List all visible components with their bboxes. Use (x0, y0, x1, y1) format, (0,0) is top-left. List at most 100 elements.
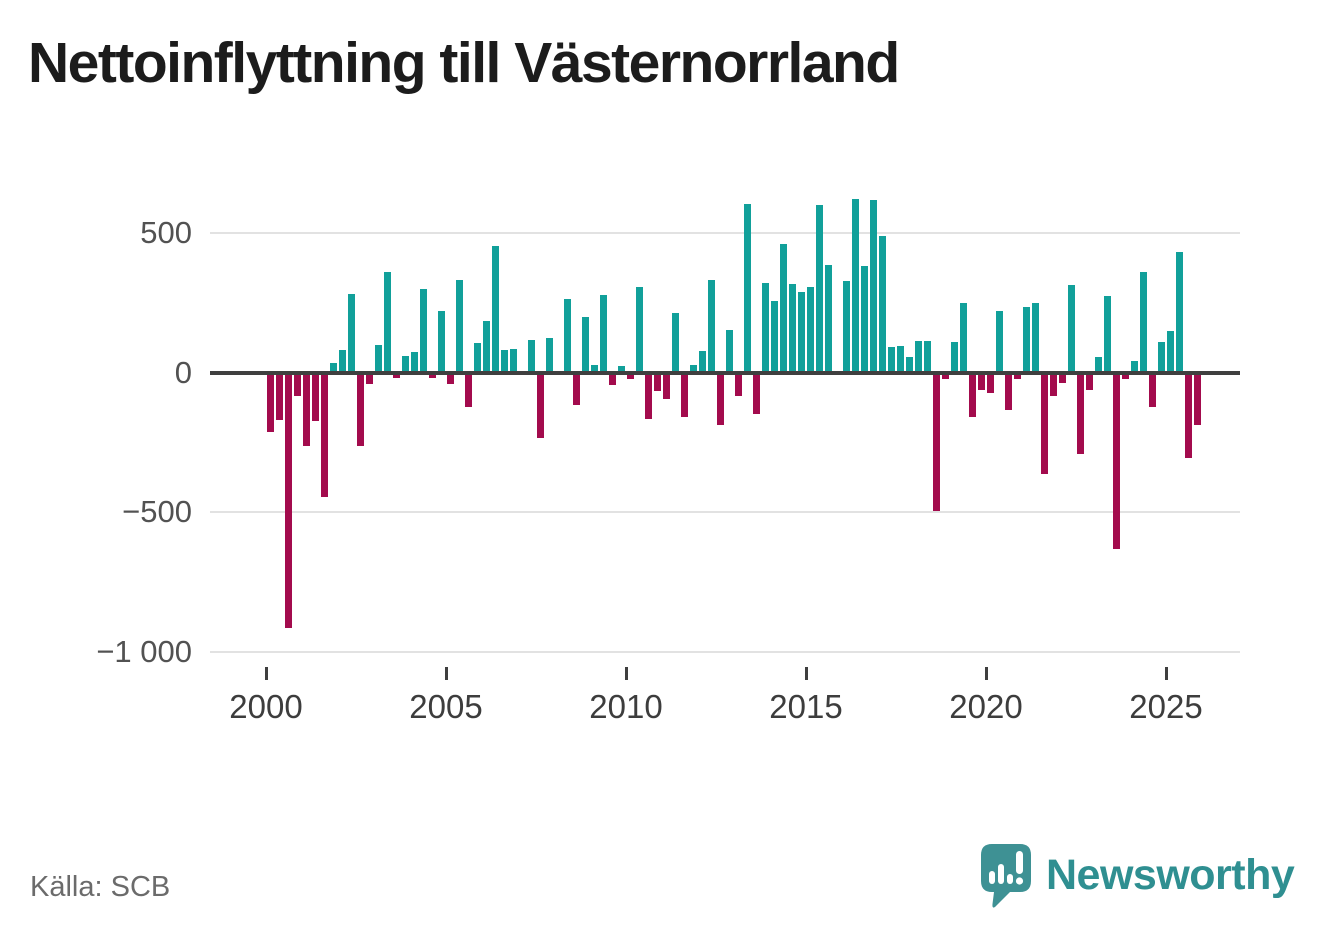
bar-2000-q4 (294, 372, 301, 397)
chart-bar-tall (998, 864, 1004, 884)
bar-2021-q1 (1023, 307, 1030, 373)
bar-2005-q2 (456, 280, 463, 373)
bar-2003-q1 (375, 344, 382, 373)
y-axis-label--500: −500 (122, 494, 192, 529)
bar-2025-q3 (1185, 372, 1192, 458)
bar-2014-q1 (771, 301, 778, 373)
bar-2015-q2 (816, 204, 823, 373)
bar-2001-q1 (303, 372, 310, 447)
x-axis-tick-2010 (624, 667, 628, 680)
bar-2014-q2 (780, 244, 787, 373)
x-axis-label-2025: 2025 (1129, 688, 1203, 725)
bar-2002-q2 (348, 294, 355, 373)
bar-2024-q4 (1158, 341, 1165, 373)
bar-2013-q2 (744, 204, 751, 373)
bar-2022-q2 (1068, 284, 1075, 373)
chart-bar-small (989, 871, 995, 884)
bar-2024-q3 (1149, 372, 1156, 407)
gridline--1000 (210, 650, 1240, 653)
bar-2015-q3 (825, 264, 832, 373)
y-axis-label-500: 500 (140, 215, 192, 250)
exclamation-bar (1016, 851, 1023, 874)
bar-2017-q3 (897, 345, 904, 373)
bar-2011-q2 (672, 313, 679, 373)
bar-2003-q3 (393, 372, 400, 379)
bar-2020-q4 (1014, 372, 1021, 380)
bar-2007-q3 (537, 372, 544, 438)
gridline-500 (210, 232, 1240, 234)
bar-2001-q2 (312, 372, 319, 422)
bar-2016-q3 (861, 266, 868, 373)
bar-2000-q1 (267, 372, 274, 433)
y-axis-label--1000: −1 000 (96, 633, 192, 669)
bar-2018-q3 (933, 372, 940, 511)
bar-2015-q1 (807, 286, 814, 373)
bar-2025-q4 (1194, 372, 1201, 425)
x-axis-label-2000: 2000 (229, 688, 303, 725)
x-axis-label-2010: 2010 (589, 688, 663, 725)
bar-2025-q2 (1176, 252, 1183, 373)
bar-2006-q3 (501, 350, 508, 373)
newsworthy-logo[interactable]: Newsworthy (980, 843, 1295, 909)
bar-2024-q1 (1131, 360, 1138, 373)
exclamation-dot (1015, 877, 1024, 885)
bar-2021-q2 (1032, 303, 1039, 373)
bar-2002-q4 (366, 372, 373, 384)
chart-title: Nettoinflyttning till Västernorrland (28, 31, 900, 95)
bar-2002-q3 (357, 372, 364, 447)
bar-2003-q4 (402, 355, 409, 373)
bar-2006-q4 (510, 348, 517, 373)
bar-2010-q1 (627, 372, 634, 380)
bar-2009-q1 (591, 365, 598, 373)
bar-2023-q1 (1095, 356, 1102, 373)
newsworthy-speech-bubble-icon (981, 844, 1031, 908)
bar-2017-q2 (888, 347, 895, 373)
bar-2022-q4 (1086, 372, 1093, 390)
x-axis-tick-2020 (984, 667, 988, 680)
bar-2016-q1 (843, 280, 850, 373)
x-axis-label-2015: 2015 (769, 688, 843, 725)
bar-2008-q2 (564, 298, 571, 373)
bar-2009-q4 (618, 365, 625, 373)
bar-2011-q3 (681, 372, 688, 417)
bar-2010-q4 (654, 372, 661, 391)
bar-2000-q3 (285, 372, 292, 628)
bar-2025-q1 (1167, 331, 1174, 373)
bar-2007-q2 (528, 339, 535, 373)
newsworthy-wordmark: Newsworthy (1046, 851, 1295, 899)
bar-2000-q2 (276, 372, 283, 420)
bar-2013-q1 (735, 372, 742, 396)
bar-2011-q4 (690, 365, 697, 373)
bar-2003-q2 (384, 272, 391, 373)
zero-axis-line (210, 370, 1240, 375)
bar-2008-q4 (582, 316, 589, 373)
bar-2009-q3 (609, 372, 616, 386)
x-axis-tick-2015 (804, 667, 808, 680)
bar-2020-q1 (987, 372, 994, 393)
bar-2010-q2 (636, 286, 643, 373)
bar-2018-q1 (915, 341, 922, 373)
bar-2004-q3 (429, 372, 436, 379)
bar-2006-q1 (483, 320, 490, 373)
bar-2004-q4 (438, 311, 445, 373)
bar-2019-q3 (969, 372, 976, 418)
bar-2018-q4 (942, 372, 949, 379)
bar-2007-q4 (546, 338, 553, 373)
bar-2022-q3 (1077, 372, 1084, 455)
bar-2022-q1 (1059, 372, 1066, 383)
bar-2017-q1 (879, 235, 886, 373)
x-axis-tick-2025 (1164, 667, 1168, 680)
bar-2016-q2 (852, 198, 859, 373)
bar-2012-q3 (717, 372, 724, 426)
bar-2005-q4 (474, 343, 481, 373)
bar-2010-q3 (645, 372, 652, 420)
bar-2012-q4 (726, 329, 733, 373)
bar-2011-q1 (663, 372, 670, 399)
x-axis-label-2020: 2020 (949, 688, 1023, 725)
speech-bubble-shape (981, 844, 1031, 908)
bar-2023-q4 (1122, 372, 1129, 379)
gridline--500 (210, 511, 1240, 513)
bar-2002-q1 (339, 350, 346, 373)
bar-2009-q2 (600, 295, 607, 373)
